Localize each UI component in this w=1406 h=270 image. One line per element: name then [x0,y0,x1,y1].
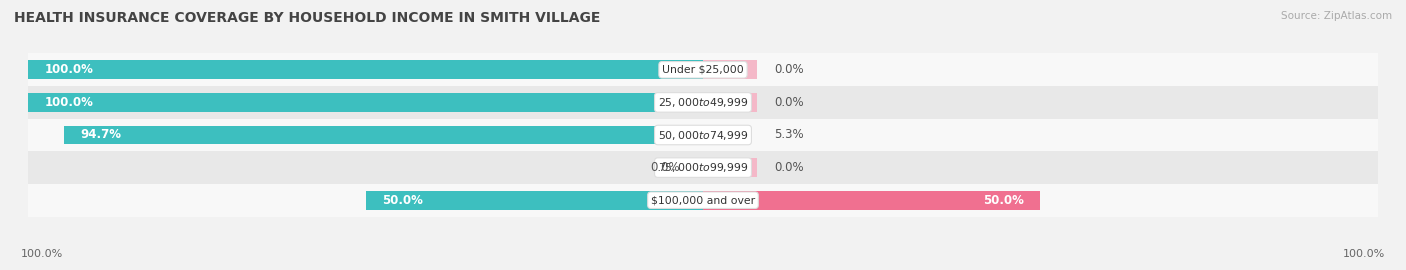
Bar [28,93,703,112]
Bar [366,191,703,210]
Text: 50.0%: 50.0% [382,194,423,207]
Bar [63,126,703,144]
Bar [703,60,756,79]
Bar [686,158,703,177]
Bar [28,184,1378,217]
Bar [28,60,703,79]
Bar [28,119,1378,151]
Text: 100.0%: 100.0% [1343,249,1385,259]
Text: 0.0%: 0.0% [650,161,679,174]
Text: Source: ZipAtlas.com: Source: ZipAtlas.com [1281,11,1392,21]
Bar [703,126,738,144]
Text: HEALTH INSURANCE COVERAGE BY HOUSEHOLD INCOME IN SMITH VILLAGE: HEALTH INSURANCE COVERAGE BY HOUSEHOLD I… [14,11,600,25]
Text: 100.0%: 100.0% [45,96,94,109]
Text: $25,000 to $49,999: $25,000 to $49,999 [658,96,748,109]
Text: 94.7%: 94.7% [80,129,122,141]
Bar [28,151,1378,184]
Text: 50.0%: 50.0% [983,194,1024,207]
Text: $50,000 to $74,999: $50,000 to $74,999 [658,129,748,141]
Bar [703,191,1040,210]
Text: $75,000 to $99,999: $75,000 to $99,999 [658,161,748,174]
Text: 100.0%: 100.0% [45,63,94,76]
Bar [703,93,756,112]
Text: Under $25,000: Under $25,000 [662,65,744,75]
Text: 0.0%: 0.0% [773,63,803,76]
Text: 0.0%: 0.0% [773,161,803,174]
Bar [28,53,1378,86]
Bar [703,158,756,177]
Bar [28,86,1378,119]
Text: $100,000 and over: $100,000 and over [651,195,755,205]
Text: 5.3%: 5.3% [773,129,803,141]
Text: 0.0%: 0.0% [773,96,803,109]
Text: 100.0%: 100.0% [21,249,63,259]
